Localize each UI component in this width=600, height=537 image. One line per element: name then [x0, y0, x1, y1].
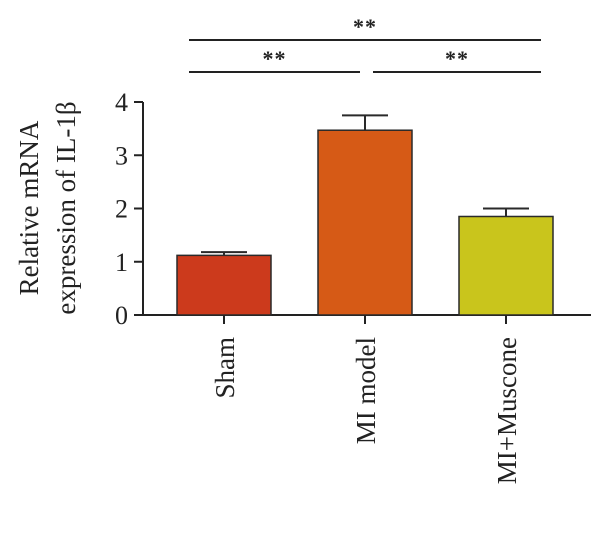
error-bars	[201, 114, 529, 256]
significance-label: **	[353, 14, 377, 39]
significance-brackets: ** ** **	[189, 14, 541, 73]
y-ticks: 0 1 2 3 4	[115, 88, 143, 330]
significance-label: **	[263, 46, 287, 71]
category-labels: Sham MI model MI+Muscone	[210, 337, 522, 484]
y-tick-label: 3	[115, 141, 128, 170]
category-label: MI+Muscone	[492, 337, 522, 484]
y-tick-label: 4	[115, 88, 128, 117]
bar	[317, 129, 413, 316]
bar	[176, 254, 272, 316]
y-tick-label: 0	[115, 301, 128, 330]
bars	[176, 129, 554, 316]
x-ticks	[223, 315, 507, 324]
y-axis-title-line1: Relative mRNA	[14, 120, 44, 295]
y-tick-label: 1	[115, 248, 128, 277]
bar	[458, 215, 554, 316]
y-tick-label: 2	[115, 195, 128, 224]
category-label: MI model	[351, 337, 381, 444]
y-axis-title-line2: expression of IL-1β	[51, 101, 81, 314]
significance-label: **	[445, 46, 469, 71]
category-label: Sham	[210, 337, 240, 399]
